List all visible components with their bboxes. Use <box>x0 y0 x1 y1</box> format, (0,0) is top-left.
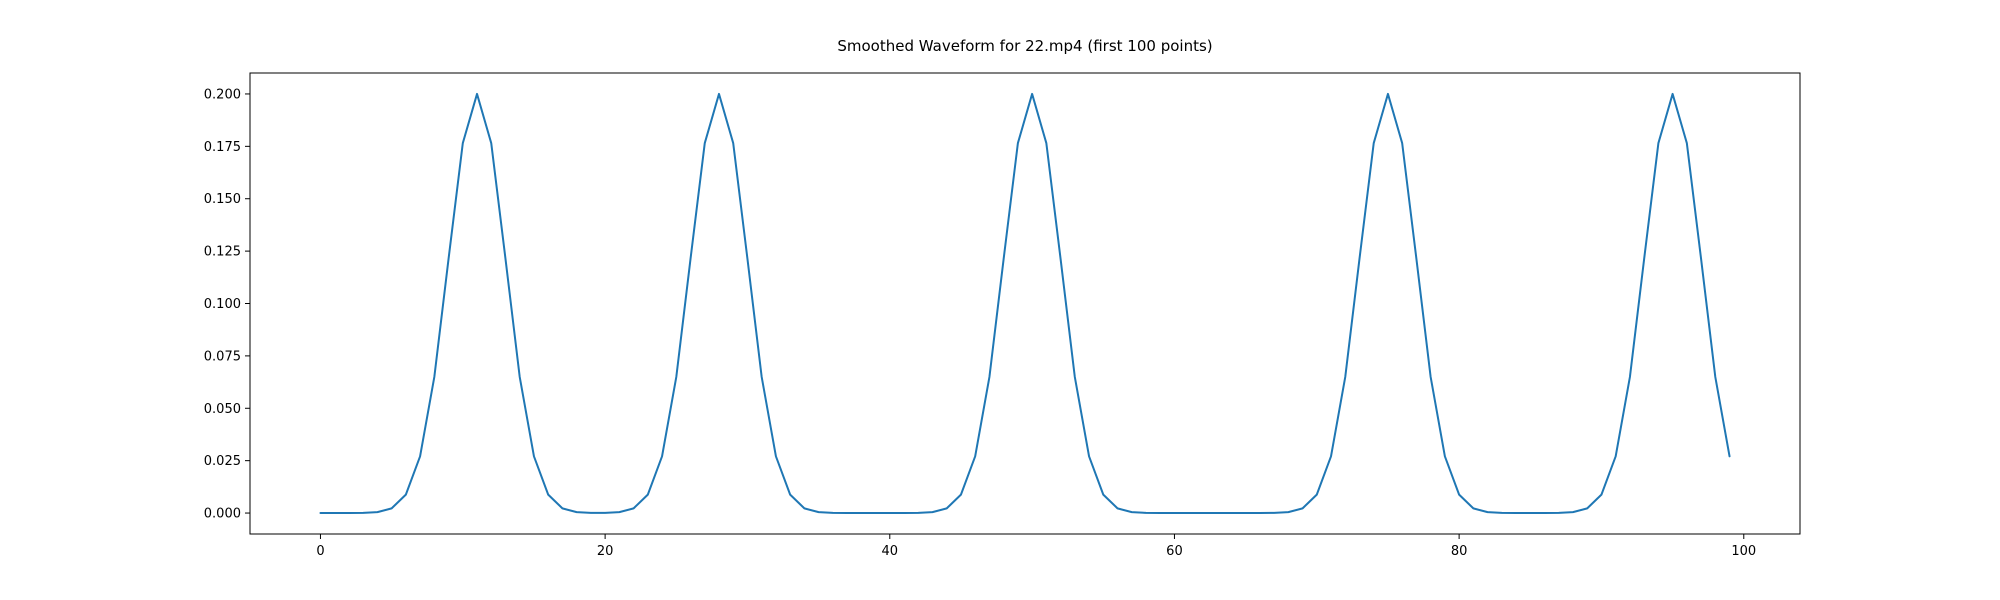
y-axis-tick-label: 0.000 <box>204 507 241 522</box>
y-axis-tick-label: 0.150 <box>204 192 241 207</box>
x-axis-tick-label: 80 <box>1451 544 1468 559</box>
x-axis-tick-label: 20 <box>597 544 614 559</box>
waveform-line <box>319 92 1731 515</box>
x-axis-tick-label: 0 <box>316 544 324 559</box>
chart-title: Smoothed Waveform for 22.mp4 (first 100 … <box>837 37 1213 55</box>
y-axis-tick-label: 0.075 <box>204 349 241 364</box>
y-axis-tick-label: 0.200 <box>204 87 241 102</box>
y-axis-tick-label: 0.050 <box>204 402 241 417</box>
axes-frame <box>249 72 1801 535</box>
x-axis-tick-label: 40 <box>882 544 899 559</box>
y-axis-tick-label: 0.125 <box>204 245 241 260</box>
y-axis-tick-label: 0.175 <box>204 140 241 155</box>
x-axis-tick-label: 100 <box>1731 544 1756 559</box>
y-axis-tick-label: 0.100 <box>204 297 241 312</box>
y-axis-tick-label: 0.025 <box>204 454 241 469</box>
x-axis-tick-label: 60 <box>1166 544 1183 559</box>
